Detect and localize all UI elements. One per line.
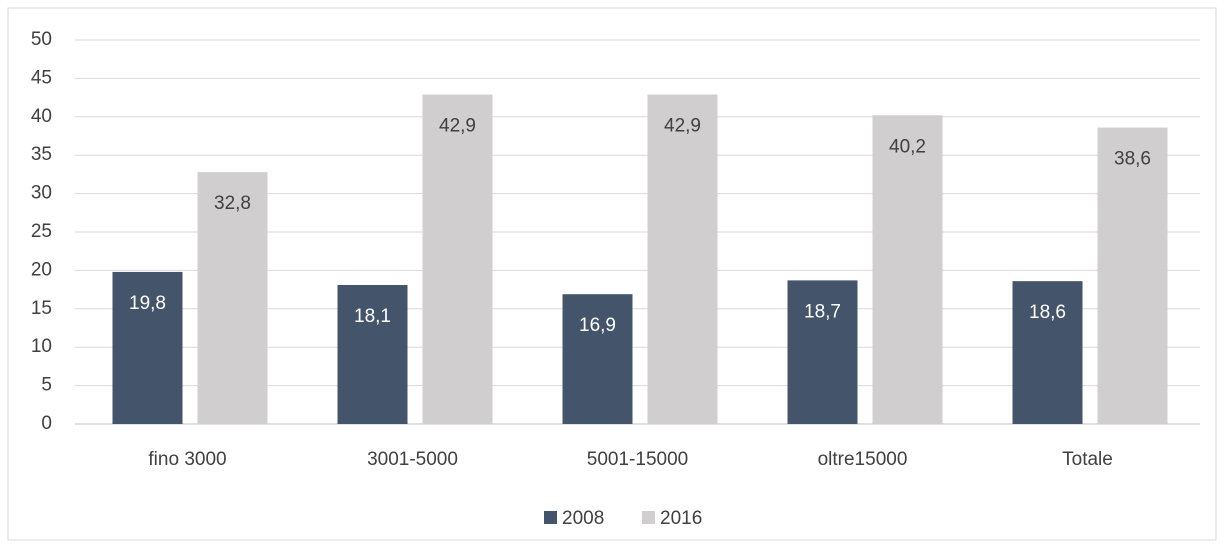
data-label: 18,6 xyxy=(1029,302,1066,323)
y-tick-label: 20 xyxy=(31,259,52,280)
bar xyxy=(422,94,493,424)
y-tick-label: 10 xyxy=(31,336,52,357)
legend-swatch xyxy=(642,511,655,524)
y-tick-label: 40 xyxy=(31,106,52,127)
y-tick-label: 25 xyxy=(31,221,52,242)
data-label: 19,8 xyxy=(129,293,166,314)
y-tick-label: 5 xyxy=(41,375,52,396)
bar xyxy=(647,94,718,424)
x-tick-label: 5001-15000 xyxy=(587,449,688,470)
y-tick-label: 0 xyxy=(41,413,52,434)
x-tick-label: oltre15000 xyxy=(818,449,908,470)
data-label: 18,7 xyxy=(804,301,841,322)
data-label: 42,9 xyxy=(664,116,701,137)
x-tick-label: 3001-5000 xyxy=(367,449,458,470)
bar xyxy=(787,280,858,424)
legend-label: 2016 xyxy=(660,508,702,529)
y-tick-label: 15 xyxy=(31,298,52,319)
y-tick-label: 30 xyxy=(31,183,52,204)
y-tick-label: 45 xyxy=(31,67,52,88)
bar xyxy=(337,284,408,424)
y-tick-label: 50 xyxy=(31,29,52,50)
bar xyxy=(1012,281,1083,424)
bar xyxy=(562,294,633,424)
bar xyxy=(1097,127,1168,424)
bar xyxy=(112,271,183,424)
x-tick-label: fino 3000 xyxy=(148,449,226,470)
data-label: 18,1 xyxy=(354,306,391,327)
data-label: 16,9 xyxy=(579,315,616,336)
data-label: 38,6 xyxy=(1114,149,1151,170)
legend-swatch xyxy=(544,511,557,524)
data-label: 40,2 xyxy=(889,136,926,157)
y-tick-label: 35 xyxy=(31,144,52,165)
bar xyxy=(872,115,943,424)
data-label: 42,9 xyxy=(439,116,476,137)
x-tick-label: Totale xyxy=(1062,449,1113,470)
legend-label: 2008 xyxy=(562,508,604,529)
data-label: 32,8 xyxy=(214,193,251,214)
bar xyxy=(197,172,268,424)
